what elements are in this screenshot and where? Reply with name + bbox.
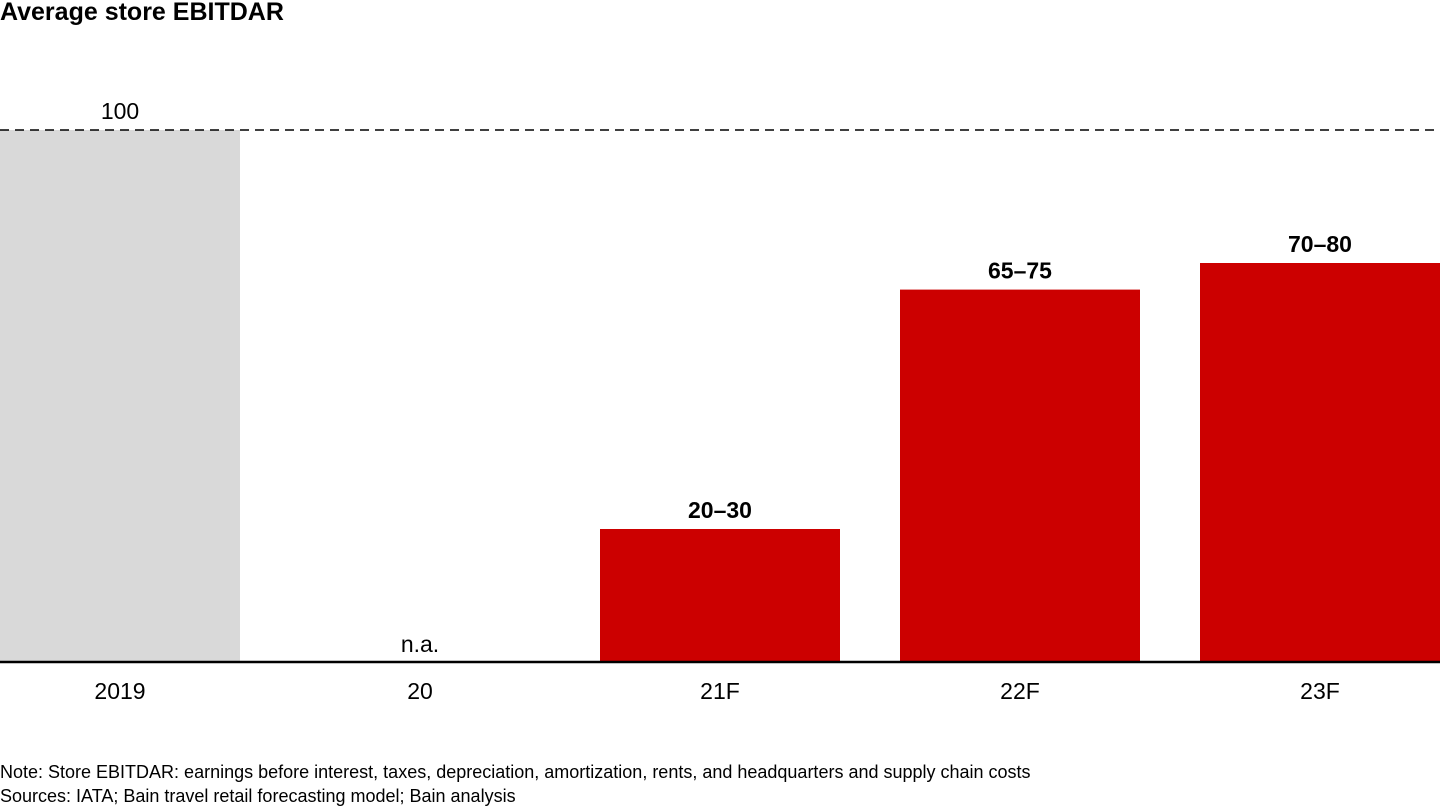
labels-layer: 100 2019 n.a. 20 20–30 21F 65–75 22F 70–80 23F [94, 98, 1352, 704]
bars-layer [0, 130, 1440, 662]
data-label-22f: 65–75 [988, 258, 1052, 284]
bar-22f [900, 289, 1140, 662]
x-tick-label-2019: 2019 [94, 678, 145, 704]
bar-23f [1200, 263, 1440, 662]
data-label-20: n.a. [401, 631, 439, 657]
bar-chart: 100 2019 n.a. 20 20–30 21F 65–75 22F 70–80 23F [0, 98, 1440, 704]
chart-title: Average store EBITDAR [0, 0, 284, 26]
chart-sources: Sources: IATA; Bain travel retail foreca… [0, 786, 516, 806]
bar-21f [600, 529, 840, 662]
bar-2019 [0, 130, 240, 662]
data-label-2019: 100 [101, 98, 139, 124]
data-label-23f: 70–80 [1288, 231, 1352, 257]
x-tick-label-22f: 22F [1000, 678, 1040, 704]
x-tick-label-21f: 21F [700, 678, 740, 704]
data-label-21f: 20–30 [688, 497, 752, 523]
x-tick-label-20: 20 [407, 678, 433, 704]
x-tick-label-23f: 23F [1300, 678, 1340, 704]
chart-note: Note: Store EBITDAR: earnings before int… [0, 762, 1031, 782]
